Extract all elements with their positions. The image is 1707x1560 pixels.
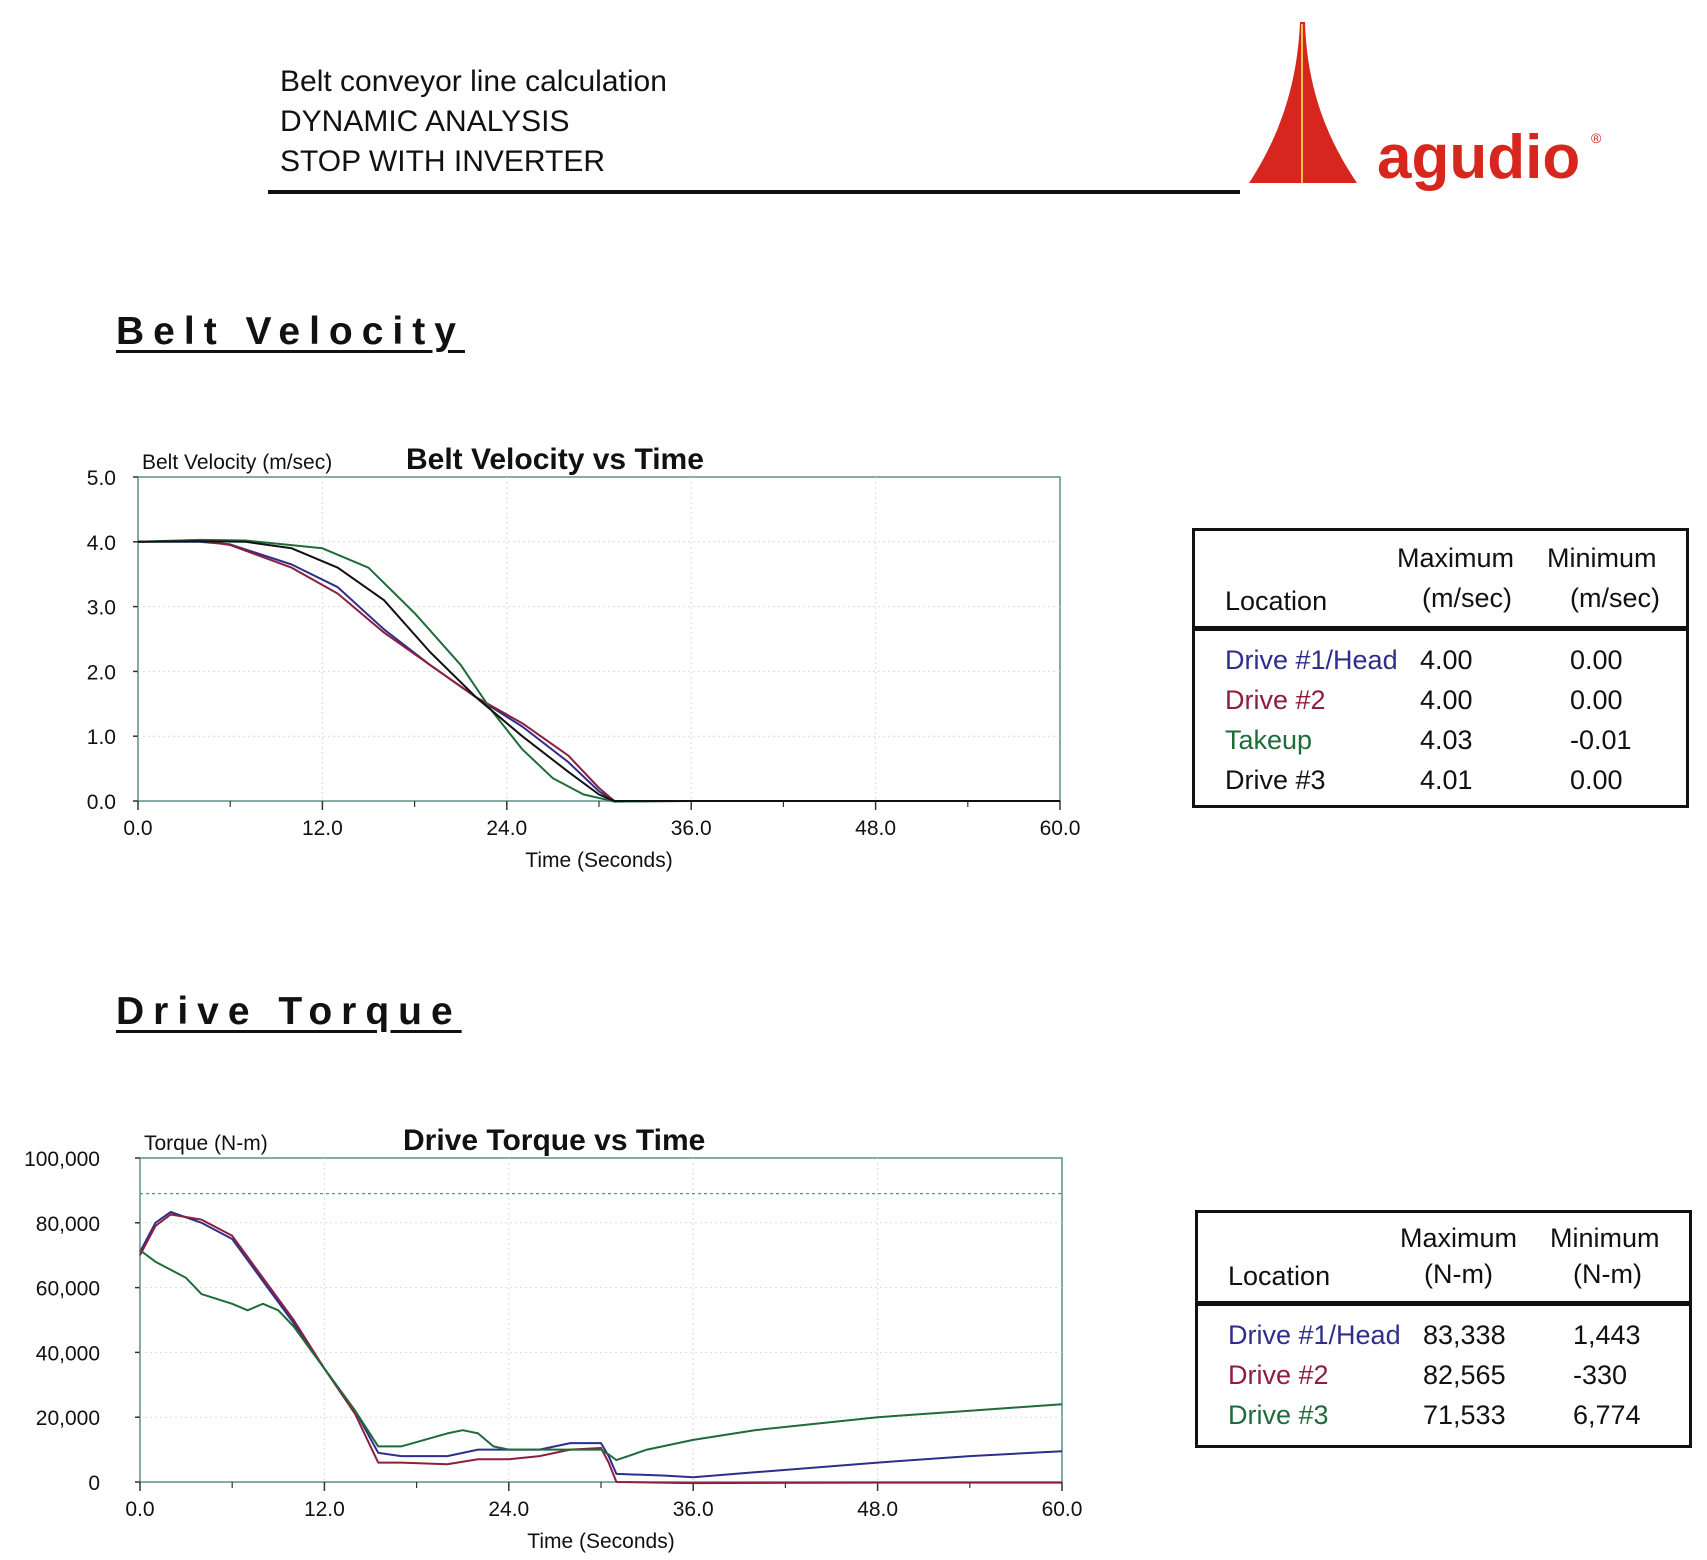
- plot-area: [139, 1157, 1063, 1483]
- torque-location-cell: Drive #1/Head: [1228, 1320, 1401, 1350]
- velocity-max-cell: 4.03: [1420, 725, 1473, 755]
- torque-summary-table: Location Maximum (N-m) Minimum (N-m) Dri…: [1195, 1210, 1692, 1448]
- series-line-3: [139, 1249, 1063, 1462]
- x-tick-label: 60.0: [1040, 817, 1081, 840]
- velocity-min-cell: 0.00: [1570, 765, 1623, 795]
- velocity-table-row: Drive #3 4.01 0.00: [1195, 759, 1686, 799]
- plot-area: [137, 476, 1061, 802]
- drive-torque-chart: 0.0 12.0 24.0 36.0 48.0 60.0 0 20,000 40,000 60,0…: [24, 1124, 1083, 1553]
- y-tick-label: 40,000: [36, 1342, 100, 1365]
- header-line-3: STOP WITH INVERTER: [280, 145, 606, 178]
- x-tick-label: 36.0: [671, 817, 712, 840]
- series-line-3: [137, 538, 1060, 803]
- y-tick-label: 5.0: [87, 467, 116, 490]
- y-tick-label: 1.0: [87, 726, 116, 749]
- torque-min-cell: -330: [1573, 1360, 1628, 1390]
- velocity-section-title: Belt Velocity: [116, 310, 465, 353]
- torque-table-header: Location Maximum (N-m) Minimum (N-m): [1198, 1213, 1689, 1306]
- velocity-min-cell: 0.00: [1570, 685, 1623, 715]
- header-line-2: DYNAMIC ANALYSIS: [280, 105, 570, 138]
- x-tick-label: 12.0: [304, 1498, 345, 1521]
- velocity-table-row: Takeup 4.03 -0.01: [1195, 719, 1686, 759]
- logo-registered-mark: ®: [1591, 130, 1602, 146]
- series-line-2: [137, 539, 1060, 802]
- velocity-location-cell: Takeup: [1225, 725, 1313, 755]
- header-line-1: Belt conveyor line calculation: [280, 65, 667, 98]
- x-tick-label: 36.0: [673, 1498, 714, 1521]
- y-axis-label: Torque (N-m): [144, 1132, 268, 1155]
- torque-min-cell: 6,774: [1573, 1400, 1641, 1430]
- velocity-col-min: Minimum: [1547, 543, 1657, 573]
- series-line-2: [139, 1213, 1062, 1485]
- velocity-summary-table: Location Maximum (m/sec) Minimum (m/sec)…: [1192, 528, 1689, 808]
- y-tick-label: 100,000: [24, 1148, 100, 1171]
- velocity-table-header: Location Maximum (m/sec) Minimum (m/sec): [1195, 531, 1686, 631]
- torque-col-min: Minimum: [1550, 1223, 1660, 1253]
- velocity-col-min-unit: (m/sec): [1570, 583, 1660, 613]
- x-tick-label: 48.0: [855, 817, 896, 840]
- x-tick-label: 24.0: [486, 817, 527, 840]
- velocity-col-max-unit: (m/sec): [1422, 583, 1512, 613]
- x-tick-label: 0.0: [125, 1498, 154, 1521]
- torque-col-min-unit: (N-m): [1573, 1259, 1642, 1289]
- y-tick-label: 60,000: [36, 1278, 100, 1301]
- series-line-1: [139, 1211, 1063, 1479]
- chart-title: Belt Velocity vs Time: [406, 443, 704, 476]
- velocity-col-max: Maximum: [1397, 543, 1515, 573]
- torque-max-cell: 71,533: [1423, 1400, 1506, 1430]
- velocity-table-row: Drive #2 4.00 0.00: [1195, 679, 1686, 719]
- belt-velocity-chart: 0.0 12.0 24.0 36.0 48.0 60.0 0.0 1.0 2.0 3.0 4.0 5.…: [87, 443, 1081, 872]
- y-tick-label: 4.0: [87, 532, 116, 555]
- torque-max-cell: 83,338: [1423, 1320, 1506, 1350]
- header-rule: [268, 190, 1240, 194]
- y-axis-label: Belt Velocity (m/sec): [142, 451, 332, 474]
- velocity-min-cell: -0.01: [1570, 725, 1632, 755]
- x-tick-label: 24.0: [488, 1498, 529, 1521]
- velocity-min-cell: 0.00: [1570, 645, 1623, 675]
- torque-section-title: Drive Torque: [116, 990, 462, 1033]
- torque-max-cell: 82,565: [1423, 1360, 1506, 1390]
- y-tick-label: 20,000: [36, 1407, 100, 1430]
- torque-min-cell: 1,443: [1573, 1320, 1641, 1350]
- torque-col-max: Maximum: [1400, 1223, 1518, 1253]
- x-axis-label: Time (Seconds): [525, 849, 672, 872]
- torque-col-max-unit: (N-m): [1424, 1259, 1493, 1289]
- velocity-max-cell: 4.00: [1420, 645, 1473, 675]
- torque-table-row: Drive #3 71,533 6,774: [1198, 1394, 1689, 1434]
- velocity-location-cell: Drive #3: [1225, 765, 1326, 795]
- torque-table-row: Drive #2 82,565 -330: [1198, 1354, 1689, 1394]
- velocity-table-row: Drive #1/Head 4.00 0.00: [1195, 639, 1686, 679]
- velocity-col-location: Location: [1225, 586, 1328, 616]
- velocity-max-cell: 4.00: [1420, 685, 1473, 715]
- x-axis-label: Time (Seconds): [527, 1530, 674, 1553]
- x-tick-label: 12.0: [302, 817, 343, 840]
- velocity-table-body: Drive #1/Head 4.00 0.00 Drive #2 4.00 0.00 Tak…: [1195, 631, 1686, 799]
- y-tick-label: 3.0: [87, 597, 116, 620]
- series-line-4: [137, 540, 1060, 802]
- agudio-logo: agudio ®: [1249, 22, 1602, 192]
- y-tick-label: 0.0: [87, 791, 116, 814]
- torque-col-location: Location: [1228, 1261, 1331, 1291]
- x-tick-label: 0.0: [123, 817, 152, 840]
- velocity-max-cell: 4.01: [1420, 765, 1473, 795]
- torque-location-cell: Drive #3: [1228, 1400, 1329, 1430]
- y-tick-label: 0: [88, 1472, 100, 1495]
- torque-table-body: Drive #1/Head 83,338 1,443 Drive #2 82,565 -3…: [1198, 1306, 1689, 1434]
- header-text: Belt conveyor line calculation DYNAMIC A…: [280, 62, 667, 182]
- torque-location-cell: Drive #2: [1228, 1360, 1329, 1390]
- torque-table-row: Drive #1/Head 83,338 1,443: [1198, 1314, 1689, 1354]
- logo-text: agudio: [1377, 123, 1580, 192]
- x-tick-label: 48.0: [857, 1498, 898, 1521]
- chart-title: Drive Torque vs Time: [403, 1124, 705, 1157]
- velocity-location-cell: Drive #2: [1225, 685, 1326, 715]
- y-tick-label: 80,000: [36, 1213, 100, 1236]
- velocity-location-cell: Drive #1/Head: [1225, 645, 1398, 675]
- y-tick-label: 2.0: [87, 661, 116, 684]
- x-tick-label: 60.0: [1042, 1498, 1083, 1521]
